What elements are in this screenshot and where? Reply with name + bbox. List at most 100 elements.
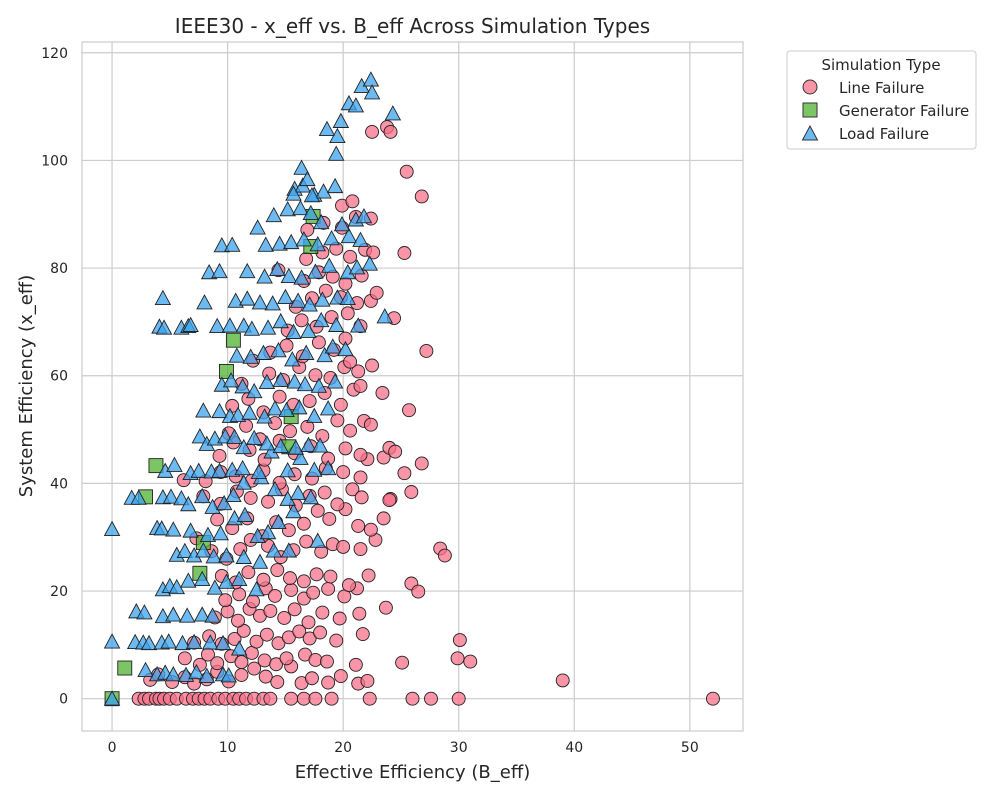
load-failure-point <box>314 291 331 307</box>
line-failure-point <box>333 397 348 412</box>
line-failure-point <box>452 633 467 647</box>
load-failure-point <box>214 634 232 651</box>
load-failure-point <box>284 351 301 367</box>
load-failure-point <box>306 407 323 423</box>
load-failure-point <box>242 348 259 364</box>
line-failure-point <box>306 585 321 600</box>
load-failure-point <box>311 437 329 453</box>
chart-title: IEEE30 - x_eff vs. B_eff Across Simulati… <box>175 14 650 38</box>
load-failure-point <box>265 542 283 558</box>
load-failure-point <box>235 474 253 490</box>
load-failure-point <box>227 292 244 308</box>
load-failure-point <box>230 570 248 587</box>
legend-label-generator-failure: Generator Failure <box>839 102 969 120</box>
load-failure-point <box>130 489 147 505</box>
load-failure-point <box>182 316 199 332</box>
line-failure-point <box>299 251 314 266</box>
legend-marker-load-failure <box>801 124 819 141</box>
load-failure-point <box>302 488 320 505</box>
load-failure-point <box>312 311 330 328</box>
load-failure-point <box>160 633 177 649</box>
load-failure-point <box>195 402 212 418</box>
load-failure-point <box>277 288 294 304</box>
x-tick-label: 0 <box>108 740 117 756</box>
line-failure-point <box>270 675 285 689</box>
load-failure-point <box>243 320 261 336</box>
load-failure-point <box>168 578 186 595</box>
line-failure-point <box>277 611 292 625</box>
load-failure-point <box>287 439 305 455</box>
line-failure-point <box>405 691 420 706</box>
load-failure-point <box>289 484 307 500</box>
load-failure-point <box>272 312 290 329</box>
line-failure-point <box>310 503 325 518</box>
load-failure-point <box>292 199 309 216</box>
y-axis-label: System Efficiency (x_eff) <box>16 275 37 497</box>
line-failure-point <box>353 542 368 557</box>
line-failure-point <box>284 583 299 597</box>
line-failure-point <box>320 654 334 669</box>
line-failure-point <box>258 669 273 684</box>
load-failure-point <box>301 296 318 312</box>
load-failure-point <box>279 462 296 478</box>
line-failure-point <box>313 625 328 640</box>
line-failure-point <box>340 306 355 321</box>
load-failure-point <box>195 542 212 558</box>
load-failure-point <box>327 316 345 332</box>
load-failure-point <box>318 120 336 137</box>
line-failure-point <box>352 606 367 621</box>
load-failure-point <box>228 347 246 363</box>
load-failure-point <box>319 459 337 476</box>
line-failure-point <box>388 444 403 459</box>
line-failure-point <box>362 691 377 706</box>
load-failure-point <box>154 289 172 306</box>
line-failure-point <box>279 651 294 666</box>
load-failure-point <box>221 317 239 333</box>
load-failure-point <box>333 216 351 232</box>
load-failure-point <box>180 572 197 588</box>
load-failure-point <box>363 84 381 100</box>
load-failure-point <box>299 170 316 187</box>
tick-labels: 0 10 20 30 40 50 0 20 40 60 80 100 120 <box>41 46 698 756</box>
line-failure-point <box>231 613 245 628</box>
load-failure-point <box>272 371 290 387</box>
line-failure-point <box>263 604 278 618</box>
load-failure-point <box>278 401 295 418</box>
load-failure-point <box>258 373 276 390</box>
line-failure-point <box>382 493 397 508</box>
load-failure-point <box>226 428 243 444</box>
line-failure-point <box>330 497 345 512</box>
load-failure-point <box>211 462 228 478</box>
line-failure-point <box>324 691 339 706</box>
line-failure-point <box>305 671 319 686</box>
line-failure-point <box>243 490 258 505</box>
line-failure-point <box>365 124 380 139</box>
line-failure-point <box>232 587 247 602</box>
line-failure-point <box>463 654 478 669</box>
load-failure-point <box>300 436 317 452</box>
y-tick-label: 20 <box>50 584 68 600</box>
line-failure-point <box>397 466 412 481</box>
load-failure-point <box>103 690 121 706</box>
load-failure-point <box>265 206 283 223</box>
x-axis-label: Effective Efficiency (B_eff) <box>295 762 531 783</box>
load-failure-point <box>165 666 182 682</box>
load-failure-point <box>286 373 303 389</box>
load-failure-point <box>295 231 313 247</box>
load-failure-point <box>238 290 256 306</box>
line-failure-point <box>451 691 466 706</box>
load-failure-point <box>245 429 263 445</box>
y-tick-label: 60 <box>50 369 68 385</box>
line-failure-point <box>369 285 384 300</box>
load-failure-point <box>329 289 346 305</box>
load-failure-point <box>155 319 173 335</box>
load-failure-point <box>340 227 358 244</box>
generator-failure-point <box>225 332 241 348</box>
load-failure-point <box>103 520 121 536</box>
line-failure-point <box>309 567 324 582</box>
line-failure-point <box>355 627 370 642</box>
load-failure-point <box>321 257 338 273</box>
line-failure-point <box>284 691 299 706</box>
line-failure-point <box>302 394 317 408</box>
